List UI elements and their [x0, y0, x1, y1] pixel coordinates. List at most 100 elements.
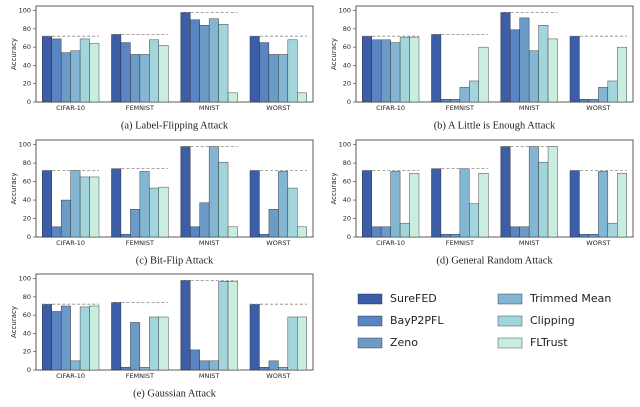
bar — [70, 170, 81, 238]
bar — [189, 349, 200, 371]
bar — [149, 39, 160, 103]
bar — [180, 146, 191, 238]
y-tick-label: 100 — [339, 141, 351, 149]
bar — [89, 43, 100, 103]
bar — [617, 46, 627, 103]
legend-swatch — [497, 315, 523, 327]
bar — [208, 360, 219, 371]
bar — [268, 54, 279, 103]
bar — [208, 146, 219, 238]
bar — [519, 17, 530, 103]
bar — [139, 54, 150, 103]
y-axis-label: Accuracy — [10, 306, 18, 338]
plot-frame — [35, 5, 314, 103]
legend-label: FLTrust — [530, 336, 568, 349]
bar — [459, 87, 470, 103]
bar — [199, 202, 210, 238]
bar — [249, 35, 260, 103]
chart-caption: (e) Gaussian Attack — [133, 388, 217, 399]
legend-swatch — [357, 315, 383, 327]
x-tick-label: CIFAR-10 — [56, 239, 85, 247]
bar — [528, 146, 539, 238]
plot-frame — [355, 5, 634, 103]
bar — [111, 302, 122, 371]
x-tick-label: CIFAR-10 — [56, 372, 85, 380]
bar — [268, 360, 279, 371]
bar — [120, 234, 131, 238]
y-tick-label: 40 — [343, 61, 351, 69]
legend-swatch — [497, 337, 523, 349]
bar — [227, 281, 238, 371]
bar — [478, 46, 489, 103]
bar — [149, 187, 160, 238]
bar — [60, 52, 71, 103]
bar — [259, 234, 270, 238]
bar — [149, 316, 160, 371]
y-tick-label: 0 — [27, 233, 31, 241]
bar — [409, 173, 420, 238]
y-tick-label: 40 — [23, 61, 31, 69]
bar — [70, 360, 81, 371]
bar — [579, 99, 590, 103]
y-tick-label: 100 — [339, 7, 351, 15]
bar — [431, 168, 442, 238]
bar — [588, 99, 599, 103]
bar — [380, 226, 391, 238]
bar — [500, 146, 511, 238]
bar — [528, 50, 539, 103]
bar — [538, 161, 549, 238]
bar — [79, 38, 90, 103]
bar — [371, 39, 382, 103]
y-tick-label: 80 — [23, 293, 31, 301]
bar — [278, 54, 289, 103]
bar — [158, 316, 169, 371]
bar — [409, 36, 420, 103]
x-tick-label: CIFAR-10 — [56, 104, 85, 112]
y-tick-label: 0 — [27, 98, 31, 106]
y-tick-label: 80 — [23, 25, 31, 33]
bar — [189, 226, 200, 238]
bar — [390, 171, 401, 238]
bar — [390, 42, 401, 103]
bar — [588, 234, 599, 238]
chart-caption: (c) Bit-Flip Attack — [136, 255, 214, 266]
bar — [227, 226, 238, 238]
bar — [297, 226, 307, 238]
legend-label: Zeno — [390, 336, 418, 349]
bar — [579, 234, 590, 238]
x-tick-label: WORST — [266, 104, 290, 112]
bar — [287, 187, 298, 238]
bar — [120, 42, 131, 103]
bar — [362, 170, 372, 238]
bar — [469, 80, 480, 103]
bar — [120, 367, 131, 371]
bar — [459, 168, 470, 238]
bar — [607, 222, 618, 238]
bar — [259, 42, 270, 103]
bar — [130, 209, 141, 238]
x-tick-label: MNIST — [519, 239, 540, 247]
bar — [70, 50, 81, 103]
bar — [569, 35, 580, 103]
y-tick-label: 40 — [23, 329, 31, 337]
bar — [79, 176, 90, 238]
x-tick-label: FEMNIST — [446, 104, 474, 112]
y-tick-label: 100 — [19, 141, 31, 149]
x-tick-label: WORST — [266, 372, 290, 380]
y-tick-label: 20 — [23, 348, 31, 356]
x-tick-label: FEMNIST — [126, 372, 154, 380]
bar — [478, 173, 489, 238]
bar — [268, 209, 279, 238]
y-tick-label: 20 — [23, 215, 31, 223]
bar — [380, 39, 391, 103]
y-tick-label: 60 — [23, 43, 31, 51]
y-tick-label: 100 — [19, 7, 31, 15]
bar — [249, 170, 260, 238]
legend-label: Clipping — [530, 314, 575, 327]
chart-caption: (b) A Little is Enough Attack — [434, 120, 556, 131]
x-tick-label: WORST — [586, 104, 610, 112]
y-tick-label: 60 — [343, 43, 351, 51]
bar — [297, 316, 307, 371]
bar — [218, 281, 229, 371]
